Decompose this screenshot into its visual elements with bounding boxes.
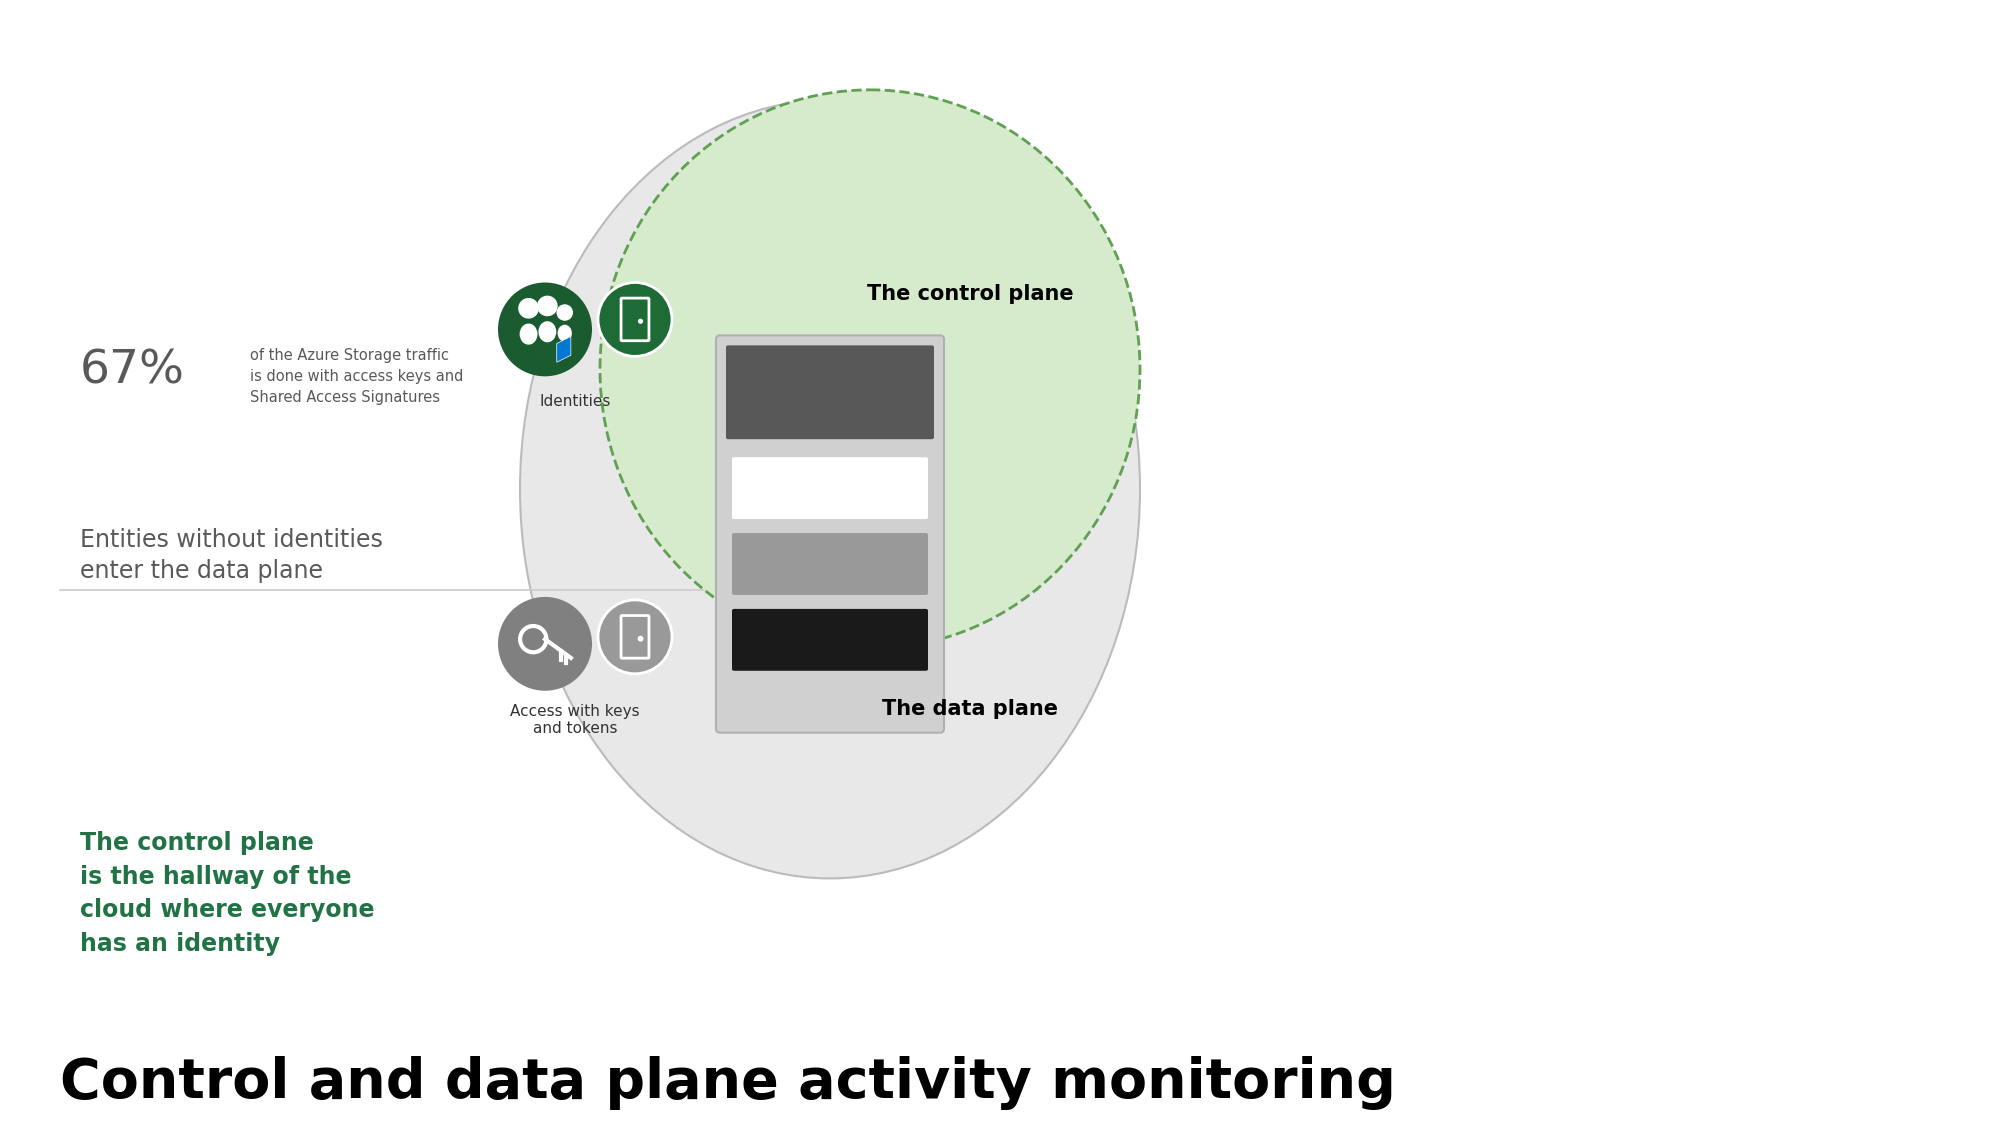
Text: 67%: 67%	[80, 348, 186, 393]
FancyBboxPatch shape	[727, 345, 934, 439]
Text: The control plane: The control plane	[866, 285, 1074, 305]
FancyBboxPatch shape	[733, 609, 928, 670]
Circle shape	[497, 597, 593, 691]
FancyBboxPatch shape	[717, 335, 944, 732]
Circle shape	[637, 636, 643, 641]
Ellipse shape	[521, 100, 1140, 879]
Circle shape	[557, 304, 573, 321]
Text: The data plane: The data plane	[882, 699, 1058, 719]
Text: Access with keys
and tokens: Access with keys and tokens	[511, 704, 641, 736]
FancyBboxPatch shape	[733, 457, 928, 519]
Circle shape	[599, 600, 673, 674]
Circle shape	[497, 282, 593, 377]
Ellipse shape	[539, 322, 557, 342]
Text: Entities without identities
enter the data plane: Entities without identities enter the da…	[80, 528, 383, 584]
Ellipse shape	[601, 90, 1140, 649]
Text: Identities: Identities	[539, 394, 611, 410]
Text: Control and data plane activity monitoring: Control and data plane activity monitori…	[60, 1055, 1395, 1109]
Polygon shape	[557, 336, 571, 362]
Ellipse shape	[519, 324, 537, 344]
Circle shape	[599, 282, 673, 357]
Circle shape	[519, 298, 539, 318]
Circle shape	[639, 318, 643, 324]
FancyBboxPatch shape	[733, 533, 928, 595]
Text: The control plane
is the hallway of the
cloud where everyone
has an identity: The control plane is the hallway of the …	[80, 831, 375, 955]
Text: of the Azure Storage traffic
is done with access keys and
Shared Access Signatur: of the Azure Storage traffic is done wit…	[250, 348, 463, 405]
Circle shape	[537, 296, 557, 316]
Ellipse shape	[557, 325, 573, 342]
